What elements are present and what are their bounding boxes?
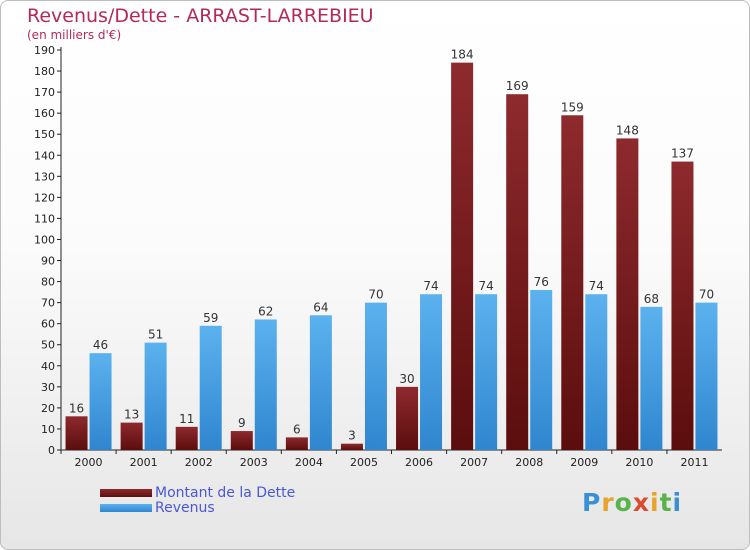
- x-tick-label: 2010: [625, 456, 653, 469]
- x-tick-label: 2004: [295, 456, 323, 469]
- x-tick-label: 2006: [405, 456, 433, 469]
- data-label-dette: 11: [179, 412, 194, 426]
- y-tick-label: 80: [41, 276, 55, 289]
- bar-revenus: [364, 302, 387, 450]
- x-tick-label: 2008: [515, 456, 543, 469]
- logo-letter: o: [614, 488, 633, 517]
- bar-dette: [671, 161, 694, 450]
- chart-title: Revenus/Dette - ARRAST-LARREBIEU: [27, 5, 374, 27]
- bar-revenus: [254, 319, 277, 450]
- data-label-revenus: 70: [699, 288, 714, 302]
- x-tick-label: 2009: [570, 456, 598, 469]
- x-tick-label: 2001: [130, 456, 158, 469]
- bar-revenus: [475, 294, 498, 450]
- data-label-dette: 30: [399, 372, 414, 386]
- legend-swatch-dette: [100, 489, 152, 497]
- data-label-revenus: 62: [258, 304, 273, 318]
- axes: 0 10 20 30 40 50 60 70 80 90 100 110 120 130 140 150 160…: [34, 44, 722, 469]
- data-label-revenus: 74: [478, 279, 493, 293]
- bar-revenus: [309, 315, 332, 450]
- data-label-revenus: 74: [589, 279, 604, 293]
- y-tick-label: 60: [41, 318, 55, 331]
- data-label-revenus: 46: [93, 338, 108, 352]
- y-tick-label: 120: [34, 191, 55, 204]
- bar-revenus: [530, 290, 553, 450]
- x-tick-label: 2000: [75, 456, 103, 469]
- y-tick-label: 190: [34, 44, 55, 57]
- bar-dette: [285, 437, 308, 450]
- logo-letter: x: [632, 488, 650, 517]
- data-label-revenus: 74: [423, 279, 438, 293]
- y-tick-label: 140: [34, 149, 55, 162]
- y-tick-label: 150: [34, 128, 55, 141]
- bar-dette: [561, 115, 584, 451]
- bar-revenus: [199, 325, 222, 450]
- data-label-dette: 184: [451, 48, 474, 62]
- y-tick-label: 70: [41, 297, 55, 310]
- x-tick-label: 2002: [185, 456, 213, 469]
- bar-revenus: [585, 294, 608, 450]
- logo-letter: i: [672, 488, 683, 517]
- y-tick-label: 100: [34, 233, 55, 246]
- y-tick-label: 20: [41, 402, 55, 415]
- bar-revenus: [695, 302, 718, 450]
- x-tick-label: 2003: [240, 456, 268, 469]
- y-tick-label: 50: [41, 339, 55, 352]
- data-label-revenus: 68: [644, 292, 659, 306]
- data-label-dette: 169: [506, 79, 529, 93]
- data-labels: 16 46 13 51 11 59 9 62 6 64 3 70 30 74 184 74 169 76 159 74…: [69, 48, 714, 443]
- y-tick-label: 10: [41, 423, 55, 436]
- bar-revenus: [89, 353, 112, 450]
- x-tick-label: 2011: [680, 456, 708, 469]
- logo-letter: t: [659, 488, 673, 517]
- bar-dette: [230, 431, 253, 450]
- data-label-dette: 137: [671, 147, 694, 161]
- bar-revenus: [144, 342, 167, 450]
- bar-revenus: [640, 306, 663, 450]
- data-label-revenus: 70: [368, 288, 383, 302]
- data-label-dette: 9: [238, 416, 246, 430]
- y-tick-label: 90: [41, 255, 55, 268]
- data-label-revenus: 64: [313, 300, 328, 314]
- x-tick-label: 2007: [460, 456, 488, 469]
- y-tick-label: 40: [41, 360, 55, 373]
- bar-dette: [506, 94, 529, 451]
- data-label-revenus: 59: [203, 311, 218, 325]
- bar-dette: [396, 386, 419, 450]
- logo-letter: r: [601, 488, 615, 517]
- bar-dette: [451, 62, 474, 450]
- legend-swatch-revenus: [100, 504, 152, 512]
- bar-dette: [120, 422, 143, 450]
- bar-dette: [616, 138, 639, 450]
- logo-letter: i: [650, 488, 660, 517]
- bars: [65, 62, 718, 451]
- data-label-dette: 159: [561, 100, 584, 114]
- y-tick-label: 130: [34, 170, 55, 183]
- proxiti-logo: Proxiti: [582, 488, 682, 517]
- data-label-dette: 148: [616, 123, 639, 137]
- x-tick-label: 2005: [350, 456, 378, 469]
- legend-label-revenus: Revenus: [155, 500, 215, 516]
- y-tick-label: 30: [41, 381, 55, 394]
- legend-label-dette: Montant de la Dette: [155, 485, 296, 501]
- logo-letter: P: [582, 488, 602, 517]
- chart-subtitle: (en milliers d'€): [27, 28, 122, 42]
- y-tick-label: 0: [48, 444, 55, 457]
- bar-dette: [65, 416, 88, 450]
- data-label-dette: 6: [293, 422, 301, 436]
- y-tick-label: 160: [34, 107, 55, 120]
- bar-revenus: [420, 294, 443, 450]
- y-tick-label: 110: [34, 212, 55, 225]
- data-label-dette: 13: [124, 408, 139, 422]
- data-label-revenus: 76: [534, 275, 549, 289]
- y-tick-label: 180: [34, 65, 55, 78]
- bar-dette: [175, 426, 198, 450]
- data-label-dette: 16: [69, 401, 84, 415]
- bar-dette: [340, 443, 363, 450]
- data-label-revenus: 51: [148, 328, 163, 342]
- y-tick-label: 170: [34, 86, 55, 99]
- data-label-dette: 3: [348, 429, 356, 443]
